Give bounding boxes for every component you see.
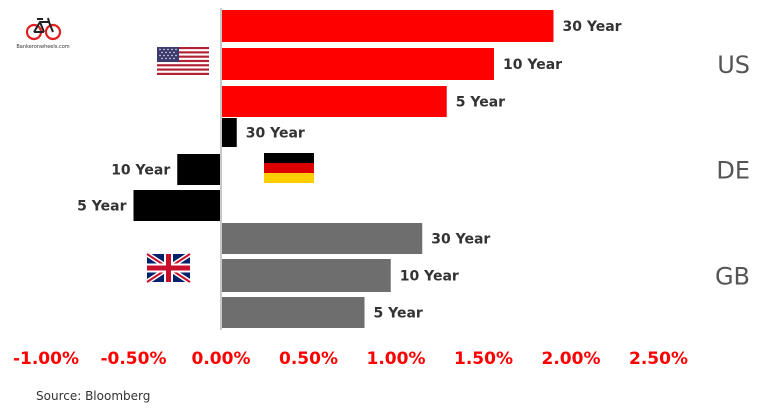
bar-label-gb-0: 30 Year — [431, 232, 490, 248]
bar-label-us-2: 5 Year — [456, 95, 505, 111]
bar-us-2 — [221, 86, 447, 117]
bar-label-de-1: 10 Year — [111, 163, 170, 179]
bar-label-de-2: 5 Year — [77, 199, 126, 215]
bar-label-us-1: 10 Year — [503, 57, 562, 73]
x-tick-label: 1.00% — [367, 349, 426, 369]
bar-us-0 — [221, 10, 554, 42]
bar-label-de-0: 30 Year — [246, 126, 305, 142]
us-flag-icon — [157, 47, 209, 75]
bar-gb-0 — [221, 223, 423, 254]
bar-label-us-0: 30 Year — [563, 19, 622, 35]
country-label-de: DE — [716, 157, 750, 185]
country-label-gb: GB — [715, 263, 750, 291]
x-tick-label: 1.50% — [454, 349, 513, 369]
x-tick-label: 2.00% — [542, 349, 601, 369]
source-note: Source: Bloomberg — [36, 389, 151, 403]
bar-gb-2 — [221, 297, 365, 328]
x-tick-label: -1.00% — [13, 349, 79, 369]
bar-label-gb-1: 10 Year — [400, 269, 459, 285]
bar-label-gb-2: 5 Year — [374, 306, 423, 322]
x-tick-label: -0.50% — [100, 349, 166, 369]
x-tick-label: 0.50% — [279, 349, 338, 369]
x-tick-label: 2.50% — [629, 349, 688, 369]
bar-us-1 — [221, 48, 494, 80]
logo-text: Bankeronwheels.com — [16, 44, 70, 50]
country-label-us: US — [717, 51, 750, 79]
bars-layer — [133, 10, 554, 328]
bicycle-icon — [25, 17, 62, 41]
tick-layer: -1.00% -0.50% 0.00% 0.50% 1.00% 1.50% 2.00% 2.5… — [13, 349, 688, 369]
logo: Bankeronwheels.com — [8, 14, 78, 54]
country-layer: US DE GB — [715, 51, 750, 291]
bar-de-2 — [133, 190, 221, 221]
labels-layer: 30 Year 10 Year 5 Year 30 Year 10 Year 5 Year… — [77, 19, 621, 322]
gb-flag-icon — [145, 251, 192, 285]
bar-de-0 — [221, 118, 237, 147]
x-tick-label: 0.00% — [192, 349, 251, 369]
bar-de-1 — [177, 154, 221, 185]
de-flag-icon — [264, 153, 314, 183]
bar-gb-1 — [221, 259, 391, 292]
